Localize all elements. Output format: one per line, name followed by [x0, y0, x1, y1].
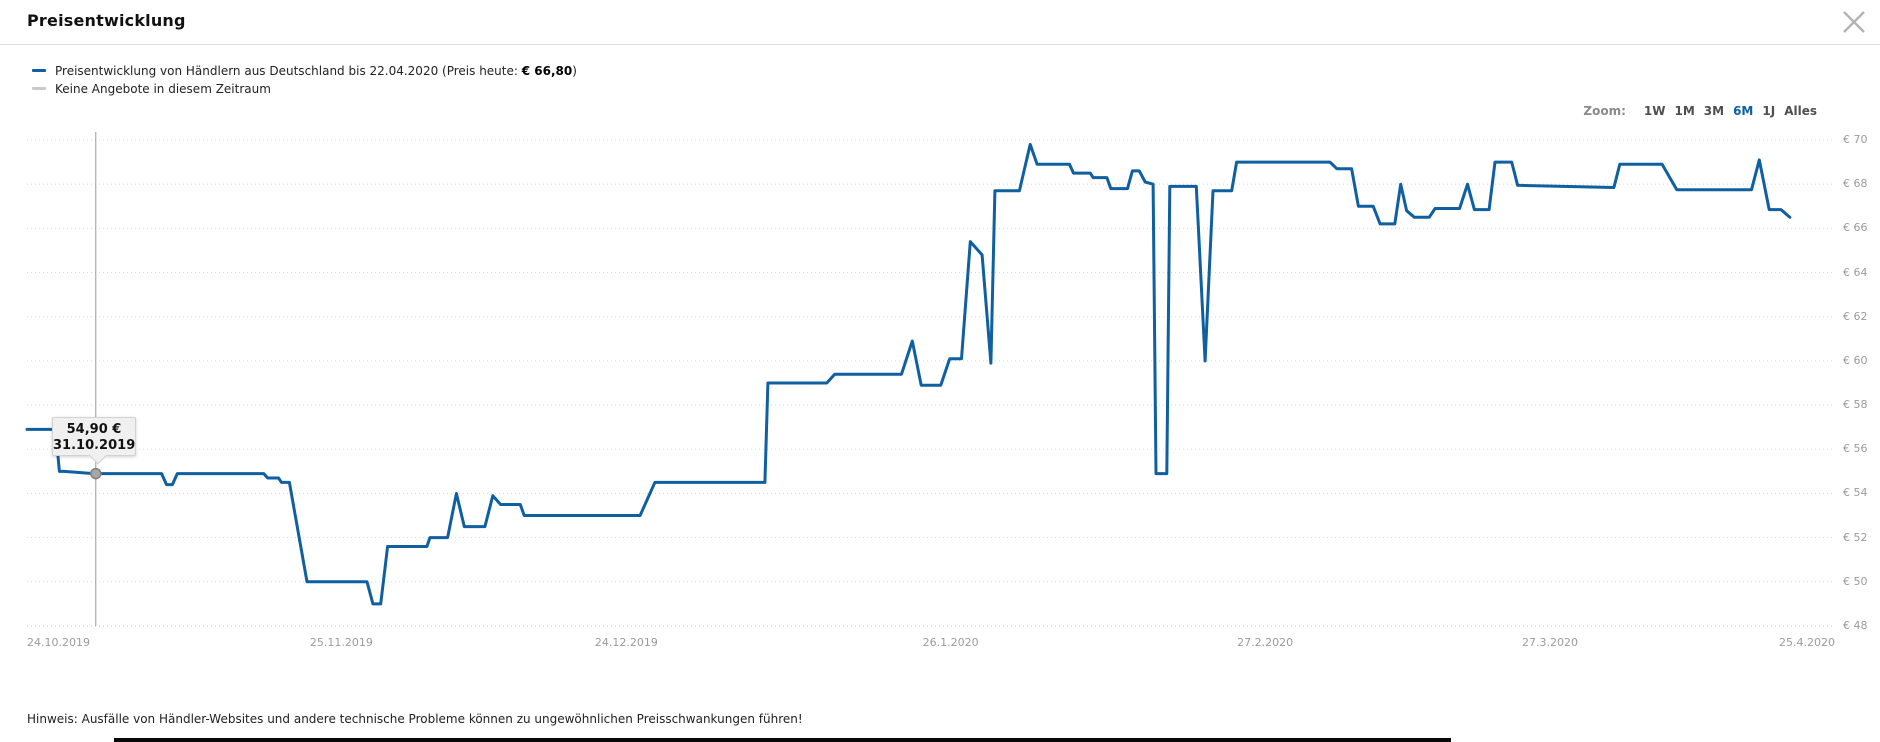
x-axis-label: 24.12.2019 [594, 636, 658, 649]
legend-item-no-offers: Keine Angebote in diesem Zeitraum [32, 81, 577, 96]
widget-header: Preisentwicklung [0, 0, 1880, 45]
legend-item-price-line: Preisentwicklung von Händlern aus Deutsc… [32, 63, 577, 78]
y-axis-label: € 70 [1843, 133, 1868, 146]
close-button[interactable] [1838, 6, 1870, 38]
zoom-options: 1W 1M 3M 6M 1J Alles [1635, 104, 1817, 118]
x-axis-label: 24.10.2019 [27, 636, 90, 649]
tooltip-price: 54,90 € [66, 422, 122, 437]
y-axis-label: € 64 [1843, 265, 1868, 279]
price-tooltip: 54,90 € 31.10.2019 [52, 417, 136, 465]
zoom-controls: Zoom: 1W 1M 3M 6M 1J Alles [1583, 104, 1817, 118]
hover-marker [90, 467, 102, 480]
legend-label-price-line: Preisentwicklung von Händlern aus Deutsc… [55, 64, 577, 78]
chart-legend: Preisentwicklung von Händlern aus Deutsc… [32, 63, 577, 99]
y-axis-label: € 60 [1843, 353, 1868, 367]
y-axis-label: € 52 [1843, 530, 1868, 544]
x-axis-label: 25.4.2020 [1779, 636, 1835, 649]
close-icon [1838, 6, 1870, 38]
y-axis-label: € 50 [1843, 574, 1868, 588]
zoom-option-3m[interactable]: 3M [1703, 104, 1725, 118]
legend-text-prefix: Preisentwicklung von Händlern aus Deutsc… [55, 63, 522, 78]
legend-swatch-blue [32, 69, 46, 72]
zoom-option-1j[interactable]: 1J [1762, 104, 1776, 118]
x-axis-label: 25.11.2019 [309, 636, 373, 649]
price-line-series [25, 142, 1792, 606]
zoom-option-1m[interactable]: 1M [1674, 104, 1695, 118]
legend-label-no-offers: Keine Angebote in diesem Zeitraum [55, 81, 271, 96]
zoom-controls-label: Zoom: [1583, 104, 1626, 118]
page-title: Preisentwicklung [27, 11, 186, 30]
y-axis-label: € 48 [1843, 619, 1868, 632]
zoom-option-6m[interactable]: 6M [1733, 104, 1754, 118]
legend-text-suffix: ) [572, 63, 577, 78]
y-axis-label: € 62 [1843, 309, 1868, 323]
y-axis-label: € 58 [1843, 398, 1868, 412]
x-axis-label: 27.3.2020 [1522, 636, 1579, 649]
legend-price-today: € 66,80 [521, 63, 573, 78]
zoom-option-alles[interactable]: Alles [1784, 104, 1817, 118]
y-axis-label: € 68 [1843, 177, 1868, 191]
y-axis-label: € 54 [1843, 486, 1868, 500]
footer-note: Hinweis: Ausfälle von Händler-Websites u… [27, 712, 803, 726]
zoom-option-1w[interactable]: 1W [1643, 104, 1666, 118]
x-axis-label: 26.1.2020 [922, 636, 979, 649]
y-axis-label: € 66 [1843, 221, 1868, 235]
y-axis-label: € 56 [1843, 442, 1868, 456]
bottom-bar [114, 738, 1451, 742]
tooltip-date: 31.10.2019 [53, 438, 136, 453]
legend-swatch-gray [32, 87, 46, 90]
x-axis-label: 27.2.2020 [1237, 636, 1294, 649]
